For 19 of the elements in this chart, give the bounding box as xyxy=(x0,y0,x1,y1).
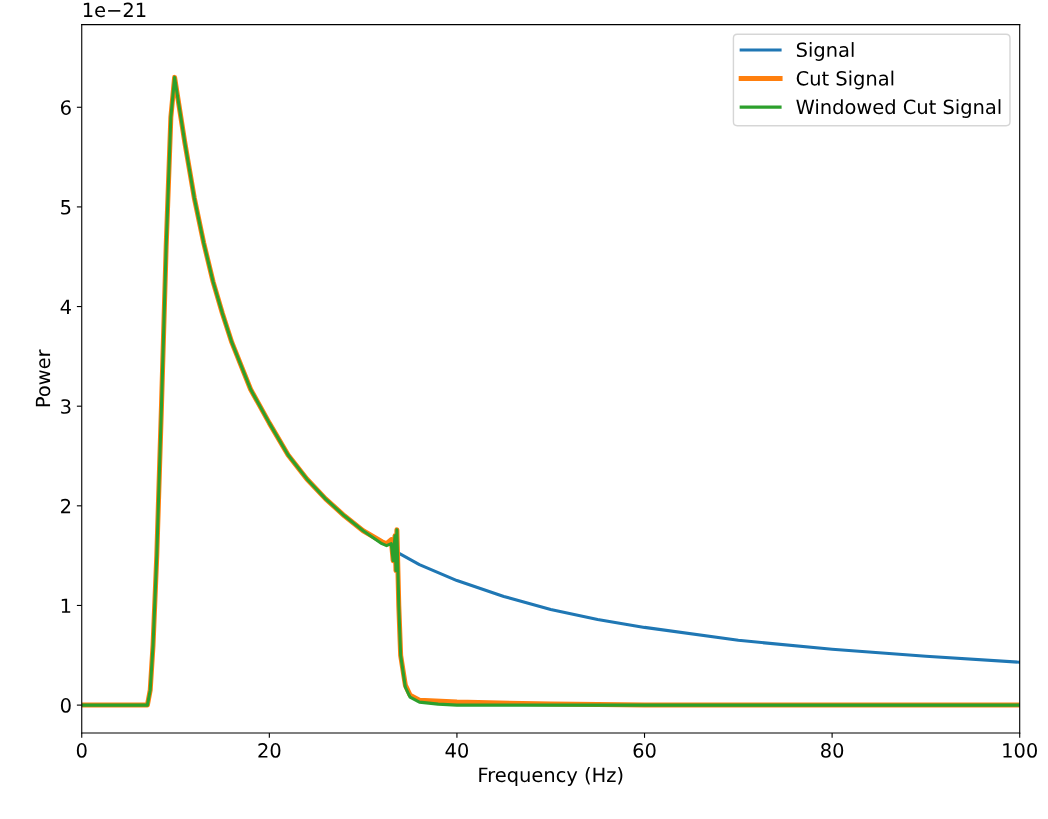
y-tick-label: 5 xyxy=(61,200,71,215)
x-tick-label: 60 xyxy=(633,743,656,758)
legend-label: Signal xyxy=(796,42,854,61)
legend-label: Cut Signal xyxy=(796,70,894,90)
x-axis-title: Frequency (Hz) xyxy=(479,767,623,786)
y-tick-label: 6 xyxy=(61,100,71,115)
text: 1e−21 xyxy=(83,2,146,18)
y-tick-label: 1 xyxy=(61,598,71,613)
legend-label: Windowed Cut Signal xyxy=(796,99,1001,118)
x-tick-label: 20 xyxy=(258,743,281,758)
y-axis-title: Power xyxy=(35,349,51,407)
y-tick-label: 3 xyxy=(61,399,71,414)
y-tick-label: 0 xyxy=(60,698,71,713)
x-tick-label: 80 xyxy=(821,743,844,758)
y-tick-label: 4 xyxy=(60,299,71,314)
x-tick-label: 40 xyxy=(445,743,469,758)
x-tick-label: 0 xyxy=(76,743,87,758)
y-tick-label: 2 xyxy=(61,498,71,514)
x-tick-label: 100 xyxy=(1003,743,1037,758)
